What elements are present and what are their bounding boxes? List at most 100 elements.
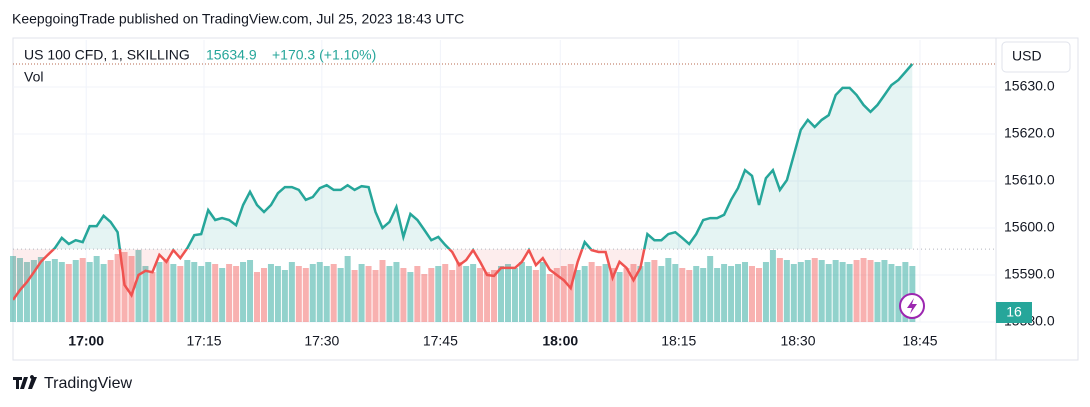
y-tick-label: 15630.0 <box>1004 78 1055 94</box>
volume-bar <box>400 268 407 322</box>
volume-bar <box>135 250 142 322</box>
volume-bar <box>874 262 881 322</box>
volume-bar <box>372 270 379 322</box>
price-line-up <box>51 63 914 250</box>
volume-bar <box>588 262 595 322</box>
volume-bar <box>867 260 874 322</box>
volume-bar <box>274 266 281 322</box>
volume-bar <box>644 262 651 322</box>
volume-bar <box>825 264 832 322</box>
volume-bar <box>811 258 818 322</box>
volume-bar <box>288 262 295 322</box>
volume-bar <box>337 268 344 322</box>
volume-bar <box>128 256 135 322</box>
y-tick-label: 15600.0 <box>1004 219 1055 235</box>
volume-bar <box>65 264 72 322</box>
volume-bar <box>679 268 686 322</box>
volume-bar <box>714 268 721 322</box>
symbol: US 100 CFD, 1, SKILLING <box>24 47 190 63</box>
currency-button[interactable] <box>1001 41 1071 73</box>
volume-bar <box>672 264 679 322</box>
volume-bar <box>762 262 769 322</box>
volume-bar <box>902 262 909 322</box>
volume-bar <box>839 262 846 322</box>
volume-bar <box>51 259 58 322</box>
volume-bar <box>846 264 853 322</box>
volume-bar <box>58 262 65 322</box>
volume-bar <box>344 256 351 322</box>
volume-bar <box>309 264 316 322</box>
volume-bar <box>240 262 247 322</box>
plot <box>10 40 996 323</box>
volume-bar <box>379 260 386 322</box>
volume-bar <box>421 274 428 322</box>
brand-name: TradingView <box>44 375 132 392</box>
x-tick-label: 18:00 <box>542 333 578 349</box>
volume-bar <box>525 266 532 322</box>
volume-bar <box>414 266 421 322</box>
volume-bar <box>581 266 588 322</box>
volume-bar <box>651 260 658 322</box>
price-line-down <box>13 249 646 301</box>
volume-bar <box>316 262 323 322</box>
x-tick-label: 17:00 <box>68 333 104 349</box>
volume-bar <box>853 260 860 322</box>
volume-bar <box>609 268 616 322</box>
volume-bar <box>546 274 553 322</box>
x-tick-label: 18:45 <box>902 333 937 349</box>
volume-bar <box>804 260 811 322</box>
countdown-box <box>996 302 1032 323</box>
volume-bar <box>748 266 755 322</box>
volume-bar <box>860 258 867 322</box>
volume-bar <box>553 268 560 322</box>
volume-bar <box>504 264 511 322</box>
volume-bar <box>818 260 825 322</box>
volume-bar <box>295 266 302 322</box>
volume-bar <box>616 272 623 322</box>
volume-bar <box>881 260 888 322</box>
volume-bar <box>776 258 783 322</box>
y-tick-label: 15620.0 <box>1004 125 1055 141</box>
volume-bar <box>442 264 449 322</box>
volume-bar <box>721 264 728 322</box>
volume-bar <box>665 258 672 322</box>
volume-bar <box>623 268 630 322</box>
volume-bar <box>693 266 700 322</box>
volume-bar <box>769 250 776 322</box>
volume-bar <box>630 264 637 322</box>
volume-bar <box>790 264 797 322</box>
volume-bar <box>302 268 309 322</box>
x-tick-label: 18:30 <box>780 333 815 349</box>
volume-bar <box>23 262 30 322</box>
x-tick-label: 17:45 <box>423 333 458 349</box>
volume-bar <box>191 262 198 322</box>
volume-bar <box>142 266 149 322</box>
volume-bar <box>79 258 86 322</box>
volume-bar <box>44 261 51 322</box>
volume-bar <box>198 266 205 322</box>
volume-bar <box>226 264 233 322</box>
volume-bar <box>511 268 518 322</box>
volume-bar <box>107 260 114 322</box>
chart-frame <box>12 37 1079 361</box>
volume-bar <box>463 266 470 322</box>
volume-bar <box>470 264 477 322</box>
price-change: +170.3 (+1.10%) <box>272 47 376 63</box>
volume-bar <box>498 266 505 322</box>
volume-bar <box>163 260 170 322</box>
volume-bar <box>755 268 762 322</box>
brand-logo <box>13 375 37 389</box>
volume-bar <box>205 262 212 322</box>
last-price: 15634.9 <box>206 47 257 63</box>
volume-bar <box>233 266 240 322</box>
currency[interactable]: USD <box>1012 48 1042 64</box>
volume-bar <box>365 266 372 322</box>
volume-bar <box>707 256 714 322</box>
volume-bar <box>254 272 261 322</box>
volume-bar <box>184 260 191 322</box>
publisher-line: KeepgoingTrade published on TradingView.… <box>12 11 464 27</box>
volume-bar <box>686 270 693 322</box>
volume-bar <box>735 264 742 322</box>
volume-bar <box>114 254 121 322</box>
volume-bar <box>658 266 665 322</box>
